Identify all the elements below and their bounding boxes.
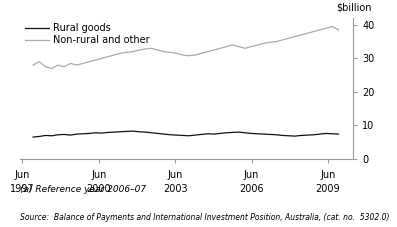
Text: 2006: 2006 (239, 184, 264, 194)
Text: Jun: Jun (15, 170, 30, 180)
Text: 2000: 2000 (87, 184, 111, 194)
Text: Source:  Balance of Payments and International Investment Position, Australia, (: Source: Balance of Payments and Internat… (20, 213, 389, 222)
Text: (a) Reference year 2006–07: (a) Reference year 2006–07 (20, 185, 146, 194)
Text: Jun: Jun (91, 170, 106, 180)
Text: Jun: Jun (168, 170, 183, 180)
Legend: Rural goods, Non-rural and other: Rural goods, Non-rural and other (25, 23, 150, 45)
Text: 2009: 2009 (316, 184, 340, 194)
Text: Jun: Jun (320, 170, 335, 180)
Text: 2003: 2003 (163, 184, 187, 194)
Text: $billion: $billion (336, 2, 372, 12)
Text: Jun: Jun (244, 170, 259, 180)
Text: 1997: 1997 (10, 184, 35, 194)
